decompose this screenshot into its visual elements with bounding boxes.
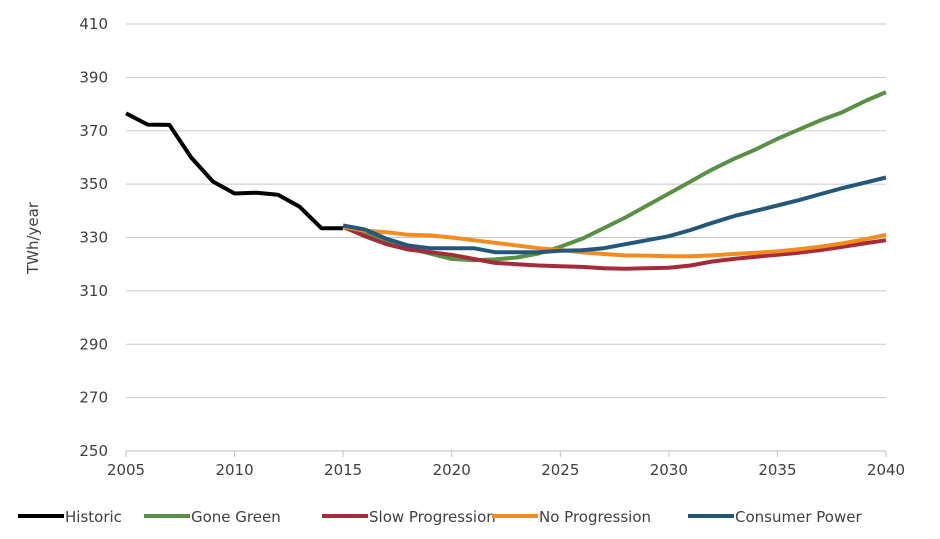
series-line-historic: [125, 111, 344, 231]
axes: 250 270 290 310 330 350 370 390 410 2005 2010 2015 2…: [79, 15, 905, 479]
x-tick-label: 2025: [541, 461, 579, 479]
legend-label: No Progression: [539, 508, 651, 526]
series-lines: [125, 90, 887, 271]
legend-label: Historic: [65, 508, 122, 526]
x-tick-label: 2020: [433, 461, 471, 479]
legend-label: Slow Progression: [369, 508, 496, 526]
legend-label: Gone Green: [191, 508, 281, 526]
y-tick-label: 290: [79, 335, 108, 353]
x-tick-label: 2005: [107, 461, 145, 479]
y-tick-label: 410: [79, 15, 108, 33]
y-tick-label: 250: [79, 442, 108, 460]
gridlines: [126, 23, 886, 399]
y-tick-label: 370: [79, 122, 108, 140]
series-line-no-progression: [342, 224, 887, 259]
x-tick-label: 2040: [867, 461, 905, 479]
legend-label: Consumer Power: [735, 508, 862, 526]
x-tick-label: 2015: [324, 461, 362, 479]
x-tick-label: 2010: [215, 461, 253, 479]
y-tick-label: 350: [79, 175, 108, 193]
legend: Historic Gone Green Slow Progression No Pro…: [18, 508, 862, 526]
y-tick-label: 270: [79, 389, 108, 407]
y-tick-label: 310: [79, 282, 108, 300]
series-line-consumer-power: [342, 175, 887, 255]
x-tick-label: 2035: [758, 461, 796, 479]
y-tick-label: 330: [79, 229, 108, 247]
y-tick-label: 390: [79, 68, 108, 86]
y-axis-title: TWh/year: [24, 201, 42, 275]
series-line-slow-progression: [342, 224, 887, 271]
x-tick-label: 2030: [650, 461, 688, 479]
